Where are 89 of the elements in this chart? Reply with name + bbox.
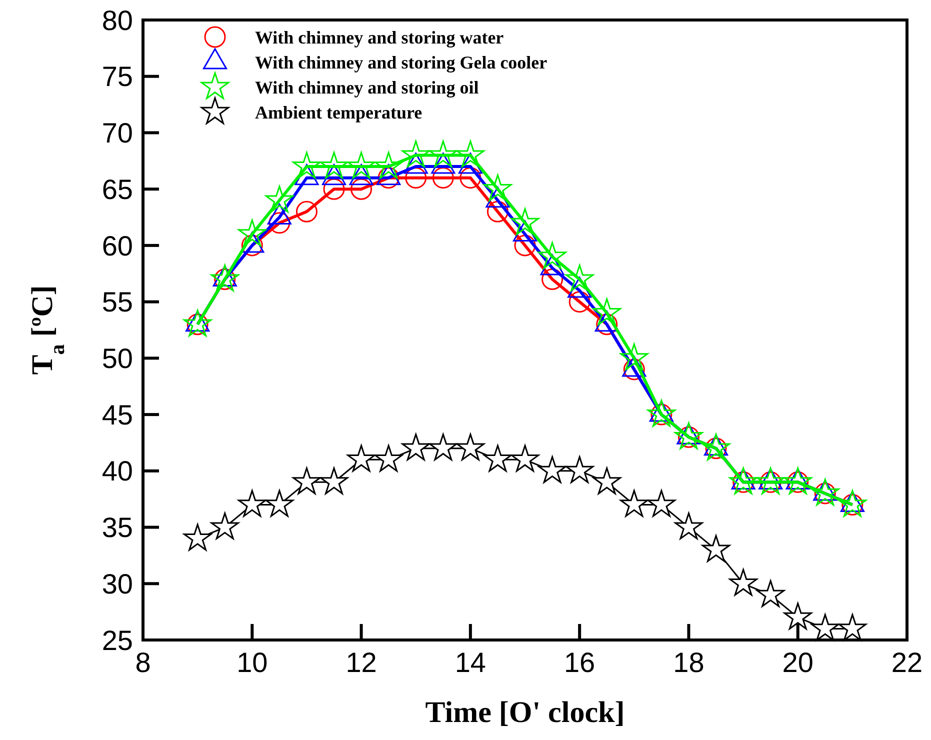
point [265, 186, 294, 212]
x-tick-label: 10 [236, 647, 268, 678]
point [323, 178, 345, 200]
point [674, 512, 703, 540]
y-tick-label: 30 [102, 568, 133, 600]
x-tick-label: 22 [891, 647, 923, 678]
point [292, 152, 321, 179]
y-tick-label: 65 [102, 174, 133, 205]
point [486, 200, 508, 222]
point [811, 478, 840, 506]
y-tick-label: 40 [102, 456, 133, 487]
point [238, 219, 266, 246]
point [402, 434, 430, 460]
y-tick-label: 75 [102, 61, 133, 92]
point [514, 234, 536, 256]
legend-label: With chimney and storing Gela cooler [255, 52, 548, 72]
point [811, 614, 840, 641]
y-tick-label: 60 [102, 230, 133, 262]
y-tick-label: 35 [102, 512, 133, 544]
point [347, 444, 376, 472]
point [838, 490, 866, 517]
y-tick-label: 55 [102, 286, 133, 318]
point [620, 343, 648, 370]
point [568, 291, 590, 313]
point [210, 512, 239, 540]
legend-label: Ambient temperature [255, 102, 422, 122]
x-tick-label: 18 [673, 647, 704, 678]
point [429, 434, 458, 460]
point [432, 167, 454, 189]
point [268, 212, 290, 234]
point [456, 140, 484, 168]
point [374, 152, 403, 179]
point [320, 152, 348, 179]
point [566, 456, 594, 483]
x-tick-label: 14 [454, 647, 486, 678]
point [838, 614, 866, 641]
point [350, 178, 372, 200]
point [429, 140, 458, 168]
point [702, 434, 730, 460]
x-tick-label: 20 [782, 647, 814, 678]
point [510, 444, 540, 472]
x-axis-title: Time [O' clock] [425, 696, 625, 729]
point [484, 444, 512, 472]
point [184, 310, 212, 336]
point [592, 467, 621, 494]
point [620, 490, 648, 517]
y-tick-label: 80 [102, 4, 133, 36]
point [538, 456, 566, 483]
point [510, 208, 540, 235]
point [265, 490, 294, 517]
x-tick-label: 8 [135, 647, 151, 678]
point [729, 568, 758, 596]
point [374, 444, 403, 472]
point [623, 358, 645, 380]
point [320, 467, 348, 494]
point [596, 314, 618, 336]
x-tick-label: 16 [564, 647, 596, 678]
y-tick-label: 25 [102, 624, 133, 656]
point [729, 467, 758, 494]
point [210, 264, 239, 292]
point [784, 602, 812, 630]
point [241, 234, 263, 256]
point [592, 298, 621, 326]
y-tick-label: 50 [102, 342, 133, 374]
point [542, 268, 564, 290]
point [784, 467, 812, 494]
point [456, 434, 484, 460]
point [405, 167, 427, 189]
point [184, 524, 212, 551]
point [296, 200, 318, 222]
point [566, 264, 594, 292]
point [647, 400, 676, 427]
point [647, 490, 676, 517]
point [402, 140, 430, 168]
point [460, 167, 482, 189]
point [756, 580, 785, 607]
point [238, 490, 266, 517]
y-tick-label: 70 [102, 118, 133, 149]
point [484, 174, 512, 202]
x-tick-label: 12 [346, 647, 377, 678]
point [674, 422, 703, 450]
legend-label: With chimney and storing water [255, 27, 504, 48]
legend-label: With chimney and storing oil [255, 77, 479, 98]
point [702, 535, 730, 562]
y-tick-label: 45 [102, 399, 133, 430]
point [347, 152, 376, 179]
point [292, 467, 321, 494]
point [538, 242, 566, 269]
point [756, 467, 785, 494]
